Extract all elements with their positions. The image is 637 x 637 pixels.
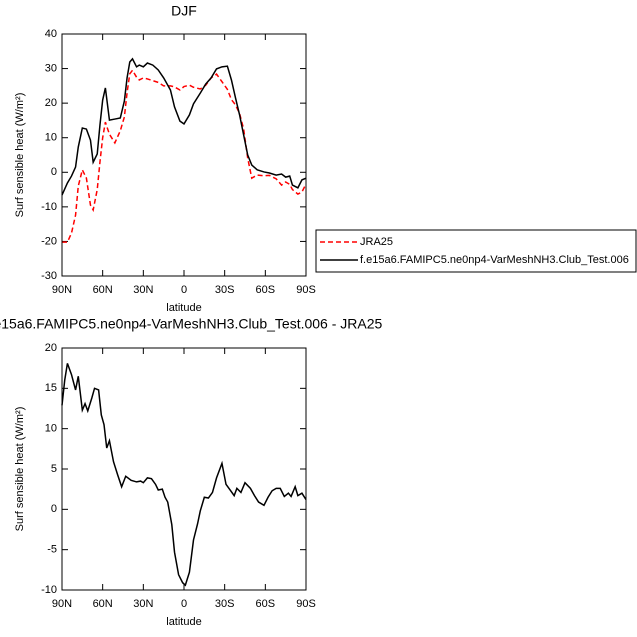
x-tick-label: 90N — [52, 598, 72, 610]
y-tick-label: -5 — [47, 544, 57, 556]
x-tick-label: 90S — [296, 284, 316, 296]
plot-frame — [61, 33, 307, 277]
x-tick-label: 30S — [215, 598, 235, 610]
x-tick-label: 30S — [215, 284, 235, 296]
legend-label: JRA25 — [360, 236, 393, 248]
y-axis-label: Surf sensible heat (W/m²) — [14, 93, 26, 218]
x-tick-label: 60N — [93, 284, 113, 296]
data-line — [61, 363, 307, 587]
y-tick-label: 5 — [51, 463, 57, 475]
y-tick-label: 0 — [51, 503, 57, 515]
x-tick-label: 60S — [256, 598, 276, 610]
y-tick-label: -10 — [41, 201, 57, 213]
x-tick-label: 90N — [52, 284, 72, 296]
y-tick-label: 40 — [45, 28, 57, 40]
chart-title: f.e15a6.FAMIPC5.ne0np4-VarMeshNH3.Club_T… — [0, 316, 383, 332]
x-tick-label: 0 — [181, 598, 187, 610]
chart-title: DJF — [171, 3, 197, 19]
x-tick-label: 90S — [296, 598, 316, 610]
x-tick-label: 60S — [256, 284, 276, 296]
x-tick-label: 60N — [93, 598, 113, 610]
y-tick-label: 15 — [45, 382, 57, 394]
legend-box — [315, 229, 637, 273]
y-tick-label: 20 — [45, 97, 57, 109]
legend-label: f.e15a6.FAMIPC5.ne0np4-VarMeshNH3.Club_T… — [360, 254, 629, 266]
x-tick-label: 0 — [181, 284, 187, 296]
y-tick-label: 30 — [45, 62, 57, 74]
y-tick-label: -10 — [41, 584, 57, 596]
x-tick-label: 30N — [133, 598, 153, 610]
y-tick-label: 20 — [45, 342, 57, 354]
y-axis-label: Surf sensible heat (W/m²) — [14, 407, 26, 532]
data-line — [62, 68, 307, 243]
x-axis-label: latitude — [166, 616, 201, 628]
x-tick-label: 30N — [133, 284, 153, 296]
data-line — [61, 57, 307, 196]
plot-frame — [61, 347, 307, 591]
y-tick-label: -30 — [41, 270, 57, 282]
y-tick-label: 10 — [45, 423, 57, 435]
y-tick-label: 0 — [51, 166, 57, 178]
y-tick-label: -20 — [41, 235, 57, 247]
x-axis-label: latitude — [166, 302, 201, 314]
y-tick-label: 10 — [45, 132, 57, 144]
